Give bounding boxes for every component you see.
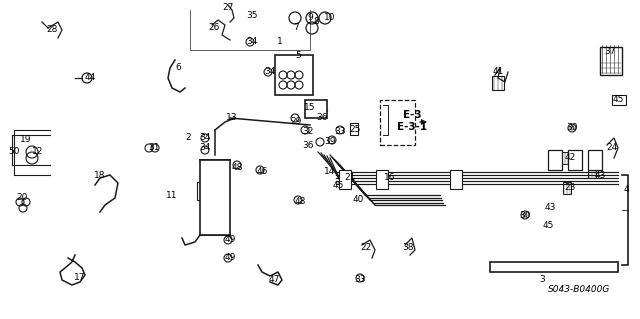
Text: 5: 5 xyxy=(295,50,301,60)
Text: 40: 40 xyxy=(352,196,364,204)
Text: 12: 12 xyxy=(32,147,44,157)
Bar xyxy=(563,182,571,194)
Bar xyxy=(490,262,618,272)
Text: 47: 47 xyxy=(268,276,280,285)
Text: 18: 18 xyxy=(94,170,106,180)
Text: 23: 23 xyxy=(564,183,576,192)
Text: 8: 8 xyxy=(313,18,319,26)
Text: 33: 33 xyxy=(334,128,346,137)
Bar xyxy=(197,182,205,200)
Text: 2: 2 xyxy=(185,133,191,143)
Text: 17: 17 xyxy=(74,273,86,283)
Text: 39: 39 xyxy=(324,137,336,146)
Text: 28: 28 xyxy=(46,26,58,34)
Bar xyxy=(376,170,388,189)
Bar xyxy=(561,152,569,164)
Bar xyxy=(305,100,327,118)
Text: 34: 34 xyxy=(264,68,276,77)
Text: 30: 30 xyxy=(566,123,578,132)
Bar xyxy=(200,160,230,235)
Text: 1: 1 xyxy=(277,38,283,47)
Text: 14: 14 xyxy=(324,167,336,176)
Text: 46: 46 xyxy=(256,167,268,176)
Text: 33: 33 xyxy=(355,276,365,285)
Text: 49: 49 xyxy=(224,235,236,244)
Text: 34: 34 xyxy=(246,38,258,47)
Text: 45: 45 xyxy=(332,181,344,189)
Text: 26: 26 xyxy=(208,24,220,33)
Text: 49: 49 xyxy=(224,254,236,263)
Text: 10: 10 xyxy=(324,13,336,23)
Bar xyxy=(450,170,462,189)
Text: 41: 41 xyxy=(492,68,504,77)
Text: 36: 36 xyxy=(302,140,314,150)
Text: 50: 50 xyxy=(8,147,20,157)
Text: 32: 32 xyxy=(302,128,314,137)
Text: 42: 42 xyxy=(564,153,575,162)
Text: 48: 48 xyxy=(231,164,243,173)
Text: 19: 19 xyxy=(20,136,32,145)
Text: 48: 48 xyxy=(294,197,306,206)
Text: E-3-1: E-3-1 xyxy=(397,122,427,132)
Text: 20: 20 xyxy=(16,194,28,203)
Text: 31: 31 xyxy=(148,144,160,152)
Text: 34: 34 xyxy=(199,133,211,143)
Bar xyxy=(492,76,504,90)
Text: 21: 21 xyxy=(344,174,356,182)
Text: 3: 3 xyxy=(539,276,545,285)
Text: 30: 30 xyxy=(519,211,531,219)
Text: 7: 7 xyxy=(293,24,299,33)
Text: 29: 29 xyxy=(291,117,301,127)
Text: 9: 9 xyxy=(307,13,313,23)
Text: 37: 37 xyxy=(604,48,616,56)
Text: S043-B0400G: S043-B0400G xyxy=(548,286,611,294)
Bar xyxy=(380,100,415,145)
Text: 36: 36 xyxy=(316,114,328,122)
Text: 22: 22 xyxy=(360,243,372,253)
Text: 25: 25 xyxy=(349,125,361,135)
Text: 27: 27 xyxy=(222,4,234,12)
Text: 43: 43 xyxy=(595,170,605,180)
Text: 45: 45 xyxy=(542,220,554,229)
Text: 6: 6 xyxy=(175,63,181,72)
Bar xyxy=(339,170,351,189)
Text: E-3: E-3 xyxy=(403,110,421,120)
Text: 44: 44 xyxy=(84,73,95,83)
Bar xyxy=(612,95,626,105)
Bar xyxy=(548,150,562,170)
Bar xyxy=(275,55,313,95)
Text: 24: 24 xyxy=(606,144,618,152)
Text: 16: 16 xyxy=(384,174,396,182)
Text: 38: 38 xyxy=(403,243,413,253)
Text: 4: 4 xyxy=(623,186,629,195)
Text: 35: 35 xyxy=(246,11,258,19)
Bar xyxy=(588,150,602,170)
Text: 45: 45 xyxy=(612,95,624,105)
Bar xyxy=(600,47,622,75)
Bar xyxy=(568,150,582,170)
Text: 13: 13 xyxy=(227,114,237,122)
Text: 43: 43 xyxy=(544,204,556,212)
Text: 11: 11 xyxy=(166,190,178,199)
Text: 15: 15 xyxy=(304,103,316,113)
Bar xyxy=(350,123,358,135)
Text: 34: 34 xyxy=(199,144,211,152)
Bar xyxy=(588,166,596,178)
